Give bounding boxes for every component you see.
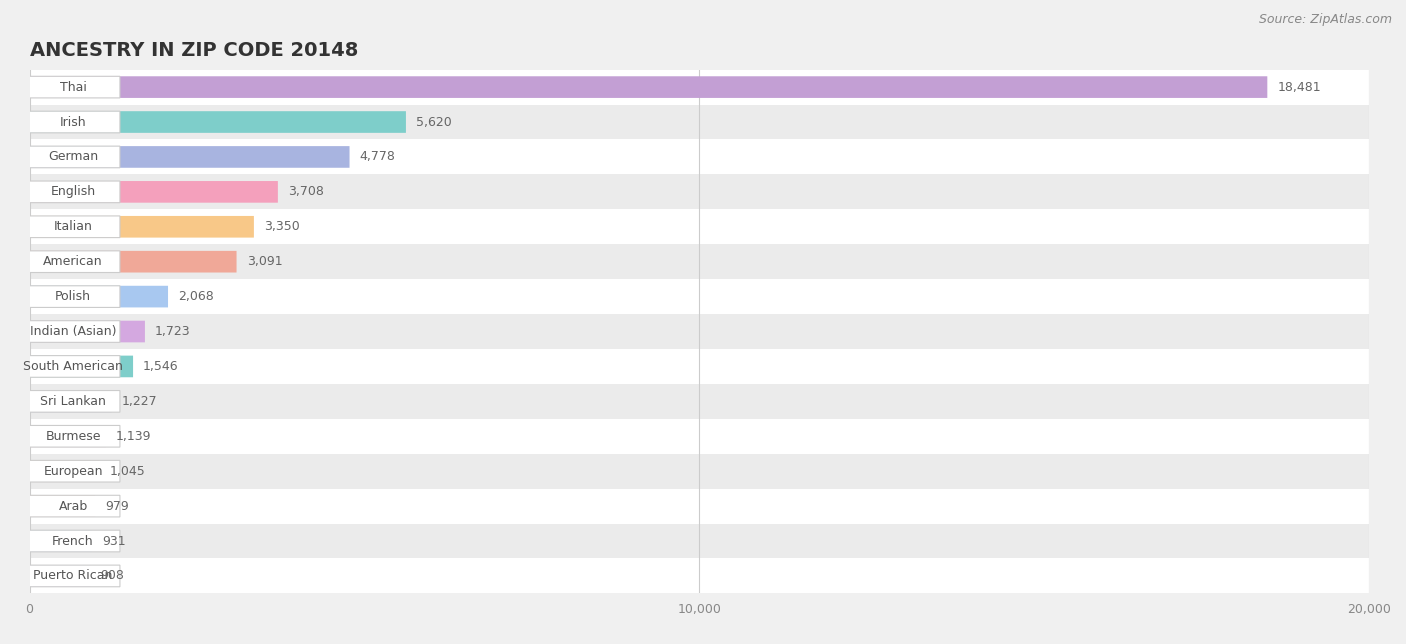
FancyBboxPatch shape	[30, 460, 100, 482]
FancyBboxPatch shape	[30, 70, 1369, 104]
Text: Sri Lankan: Sri Lankan	[41, 395, 105, 408]
Text: 3,091: 3,091	[246, 255, 283, 268]
FancyBboxPatch shape	[27, 565, 120, 587]
FancyBboxPatch shape	[30, 175, 1369, 209]
FancyBboxPatch shape	[27, 76, 120, 98]
Text: French: French	[52, 535, 94, 547]
Text: 1,227: 1,227	[122, 395, 157, 408]
FancyBboxPatch shape	[30, 314, 1369, 349]
FancyBboxPatch shape	[30, 349, 1369, 384]
FancyBboxPatch shape	[30, 426, 105, 447]
Text: 1,139: 1,139	[115, 430, 152, 443]
FancyBboxPatch shape	[30, 384, 1369, 419]
FancyBboxPatch shape	[30, 454, 1369, 489]
FancyBboxPatch shape	[30, 390, 111, 412]
FancyBboxPatch shape	[30, 76, 1267, 98]
Text: 4,778: 4,778	[360, 151, 395, 164]
FancyBboxPatch shape	[27, 146, 120, 168]
Text: Puerto Rican: Puerto Rican	[34, 569, 112, 582]
FancyBboxPatch shape	[30, 419, 1369, 454]
FancyBboxPatch shape	[30, 524, 1369, 558]
FancyBboxPatch shape	[27, 216, 120, 238]
FancyBboxPatch shape	[27, 286, 120, 307]
Text: Burmese: Burmese	[45, 430, 101, 443]
FancyBboxPatch shape	[30, 279, 1369, 314]
FancyBboxPatch shape	[30, 209, 1369, 244]
Text: 3,350: 3,350	[264, 220, 299, 233]
Text: 2,068: 2,068	[179, 290, 214, 303]
FancyBboxPatch shape	[30, 321, 145, 343]
FancyBboxPatch shape	[27, 111, 120, 133]
Text: 3,708: 3,708	[288, 185, 323, 198]
Text: 1,723: 1,723	[155, 325, 191, 338]
Text: Polish: Polish	[55, 290, 91, 303]
FancyBboxPatch shape	[27, 251, 120, 272]
FancyBboxPatch shape	[30, 355, 134, 377]
FancyBboxPatch shape	[27, 426, 120, 447]
FancyBboxPatch shape	[30, 565, 90, 587]
Text: ANCESTRY IN ZIP CODE 20148: ANCESTRY IN ZIP CODE 20148	[30, 41, 359, 60]
Text: South American: South American	[22, 360, 122, 373]
FancyBboxPatch shape	[27, 530, 120, 552]
FancyBboxPatch shape	[27, 390, 120, 412]
Text: Indian (Asian): Indian (Asian)	[30, 325, 117, 338]
FancyBboxPatch shape	[30, 558, 1369, 593]
Text: English: English	[51, 185, 96, 198]
FancyBboxPatch shape	[30, 104, 1369, 140]
FancyBboxPatch shape	[30, 111, 406, 133]
Text: 1,045: 1,045	[110, 465, 145, 478]
Text: 908: 908	[100, 569, 124, 582]
Text: 979: 979	[105, 500, 129, 513]
FancyBboxPatch shape	[27, 321, 120, 343]
Text: Thai: Thai	[59, 80, 87, 93]
FancyBboxPatch shape	[27, 460, 120, 482]
FancyBboxPatch shape	[30, 146, 350, 168]
Text: Irish: Irish	[59, 115, 86, 129]
FancyBboxPatch shape	[30, 495, 96, 517]
FancyBboxPatch shape	[30, 140, 1369, 175]
FancyBboxPatch shape	[30, 216, 254, 238]
Text: German: German	[48, 151, 98, 164]
FancyBboxPatch shape	[27, 355, 120, 377]
Text: Arab: Arab	[59, 500, 87, 513]
Text: 931: 931	[101, 535, 125, 547]
FancyBboxPatch shape	[30, 251, 236, 272]
FancyBboxPatch shape	[27, 495, 120, 517]
FancyBboxPatch shape	[30, 530, 91, 552]
Text: American: American	[44, 255, 103, 268]
Text: 18,481: 18,481	[1278, 80, 1322, 93]
Text: Italian: Italian	[53, 220, 93, 233]
FancyBboxPatch shape	[30, 489, 1369, 524]
FancyBboxPatch shape	[30, 286, 169, 307]
Text: 5,620: 5,620	[416, 115, 451, 129]
Text: 1,546: 1,546	[143, 360, 179, 373]
FancyBboxPatch shape	[30, 181, 278, 203]
FancyBboxPatch shape	[30, 244, 1369, 279]
Text: Source: ZipAtlas.com: Source: ZipAtlas.com	[1258, 13, 1392, 26]
FancyBboxPatch shape	[27, 181, 120, 203]
Text: European: European	[44, 465, 103, 478]
